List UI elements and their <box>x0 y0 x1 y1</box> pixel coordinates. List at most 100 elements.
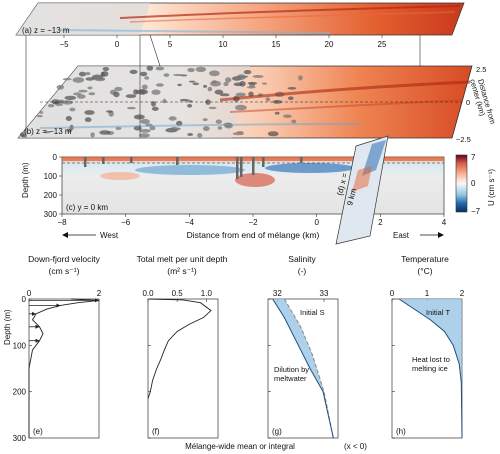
panel-e-title: Down-fjord velocity <box>28 254 101 264</box>
panel-a-return-flow <box>59 29 331 34</box>
iceberg-keel <box>176 157 179 165</box>
panel-c-red-core <box>235 173 275 187</box>
panel-a-melange-region <box>16 3 150 35</box>
colorbar-label: U (cm s⁻¹) <box>487 169 496 206</box>
iceberg-mark <box>237 74 246 80</box>
panel-f-tick-label: 1.0 <box>201 289 213 298</box>
panel-c-xticks: −8 −6 −4 −2 0 2 4 <box>57 214 447 227</box>
colorbar-tick: 0 <box>471 179 476 188</box>
iceberg-keel <box>102 157 105 164</box>
iceberg-mark <box>66 128 73 133</box>
iceberg-mark <box>192 82 200 86</box>
panel-f: Total melt per unit depth (m² s⁻¹) 0.0 0.… <box>137 254 228 439</box>
panel-b-side-axis <box>451 65 473 139</box>
iceberg-mark <box>288 96 294 100</box>
panel-a-label: (a) z = −13 m <box>22 26 70 35</box>
iceberg-mark <box>155 66 165 71</box>
iceberg-mark <box>168 116 177 121</box>
iceberg-mark <box>62 100 73 105</box>
iceberg-mark <box>114 86 123 92</box>
panel-b-side-tick: 2.5 <box>476 65 486 74</box>
panel-b-side-tick: 0 <box>466 98 470 107</box>
panel-a-tick-label: 10 <box>219 40 228 49</box>
iceberg-mark <box>84 117 92 123</box>
iceberg-mark <box>139 133 150 138</box>
iceberg-mark <box>187 104 193 108</box>
panel-c-xtick-label: 2 <box>378 218 383 227</box>
iceberg-mark <box>261 82 268 85</box>
iceberg-mark <box>203 84 208 88</box>
panel-a-tick-label: 0 <box>115 40 120 49</box>
iceberg-mark <box>85 77 95 81</box>
iceberg-mark <box>232 132 245 136</box>
iceberg-mark <box>202 118 208 121</box>
colorbar: 7 0 −7 U (cm s⁻¹) <box>455 153 496 216</box>
panel-f-profile-line <box>147 298 212 399</box>
iceberg-keel <box>262 157 265 167</box>
iceberg-mark <box>177 83 182 87</box>
panel-a-tick-label: 15 <box>272 40 281 49</box>
iceberg-mark <box>287 87 297 90</box>
iceberg-mark <box>195 66 207 73</box>
profiles-depth-tick: 200 <box>13 388 27 397</box>
iceberg-mark <box>208 106 217 110</box>
panel-e-velocity-arrowhead <box>35 338 40 343</box>
iceberg-mark <box>78 89 88 93</box>
panel-b-plume-streak <box>229 99 463 113</box>
panel-b: (b) z = −13 m 2.5 0 −2.5 Distance from c… <box>17 65 497 144</box>
iceberg-mark <box>235 104 247 111</box>
panel-a-plume-streak <box>129 11 456 23</box>
panel-c-xtick-label: −4 <box>185 218 195 227</box>
panel-b-return-flow <box>39 123 361 129</box>
iceberg-mark <box>19 132 25 137</box>
iceberg-mark <box>151 101 156 107</box>
iceberg-mark <box>85 72 91 76</box>
iceberg-mark <box>136 89 149 95</box>
panel-f-content: 0.0 0.5 1.0 <box>142 289 212 399</box>
east-arrow-head <box>438 232 444 238</box>
iceberg-mark <box>36 114 43 118</box>
panel-connectors <box>25 34 421 138</box>
panel-g-title: Salinity <box>288 254 316 264</box>
west-label: West <box>100 231 119 240</box>
iceberg-mark <box>225 77 232 83</box>
panel-b-melange-region <box>18 66 250 138</box>
panel-g-annotation: Dilution by <box>274 365 309 374</box>
iceberg-mark <box>155 83 164 87</box>
iceberg-mark <box>129 69 138 74</box>
panel-h-content: 0 1 2 <box>390 289 465 439</box>
iceberg-mark <box>72 77 85 83</box>
iceberg-mark <box>56 84 65 90</box>
iceberg-mark <box>149 125 156 131</box>
iceberg-mark <box>291 119 297 124</box>
panel-a-ticks: −5 0 5 10 15 20 25 <box>59 35 387 49</box>
panel-b-icebergs <box>19 65 303 138</box>
panel-c-xtick-label: 0 <box>314 218 319 227</box>
panel-f-label: (f) <box>152 427 160 436</box>
panel-b-label: (b) z = −13 m <box>24 127 72 136</box>
panel-d-label: 9 km <box>345 187 358 206</box>
iceberg-mark <box>188 80 196 83</box>
iceberg-mark <box>243 70 252 75</box>
iceberg-keel <box>84 157 87 167</box>
iceberg-mark <box>217 126 223 130</box>
iceberg-mark <box>115 126 122 130</box>
iceberg-mark <box>267 131 279 137</box>
iceberg-mark <box>170 126 179 132</box>
iceberg-mark <box>113 91 120 98</box>
iceberg-mark <box>47 104 55 108</box>
iceberg-keel <box>252 157 255 175</box>
panel-e-tick-label: 2 <box>97 289 102 298</box>
iceberg-mark <box>202 126 210 132</box>
profiles-depth-tick: 300 <box>13 434 27 443</box>
iceberg-mark <box>139 71 148 77</box>
panel-c-blue-core <box>135 165 245 175</box>
panel-d-blue-core <box>362 140 386 176</box>
panel-h-tick-label: 2 <box>460 289 465 298</box>
panel-e-frame <box>28 298 100 439</box>
panel-c-yticks: 0 100 200 300 <box>44 153 62 219</box>
panel-e-velocity-arrowhead <box>56 303 61 308</box>
panel-h-mean-line <box>398 298 463 439</box>
